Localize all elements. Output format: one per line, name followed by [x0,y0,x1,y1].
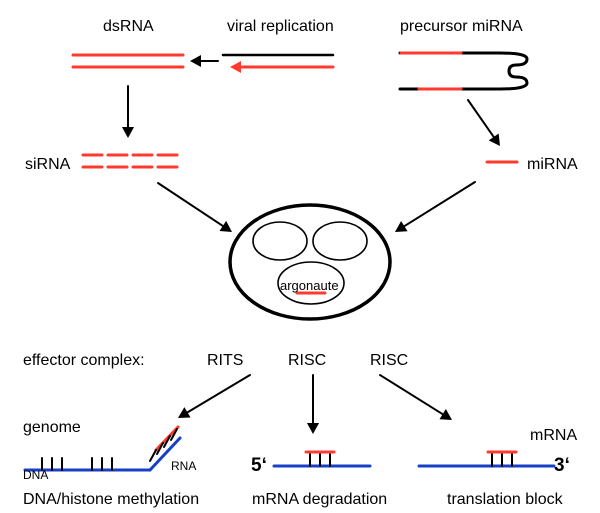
label-rits: RITS [207,352,243,370]
label-dna: DNA [23,468,48,482]
label-risc-2: RISC [370,352,408,370]
label-risc-1: RISC [288,352,326,370]
diagram-canvas [0,0,600,513]
label-rna: RNA [171,459,196,473]
label-mrna: mRNA [530,427,577,445]
label-viral-replication: viral replication [227,18,334,36]
label-dsrna: dsRNA [103,18,154,36]
label-precursor-mirna: precursor miRNA [400,18,523,36]
label-dna-histone: DNA/histone methylation [23,491,199,509]
label-mrna-degradation: mRNA degradation [252,491,387,509]
label-effector-complex: effector complex: [23,352,145,370]
label-5prime: 5‘ [251,455,267,477]
label-translation-block: translation block [447,491,563,509]
label-3prime: 3‘ [554,455,570,477]
label-mirna: miRNA [527,156,578,174]
label-argonaute: argonaute [280,278,339,293]
label-sirna: siRNA [25,156,70,174]
label-genome: genome [23,419,81,437]
